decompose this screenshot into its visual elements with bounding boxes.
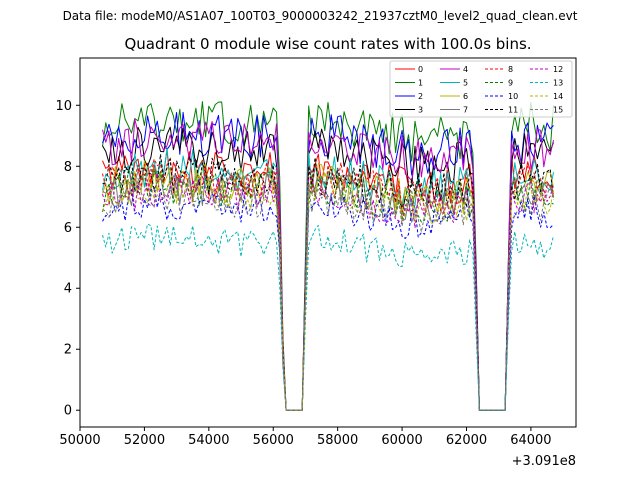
legend-label-9: 9 — [508, 79, 513, 88]
x-axis: 50000 52000 54000 56000 58000 60000 62000 64000 — [59, 427, 552, 448]
x-tick-label: 64000 — [510, 433, 551, 448]
plot-background — [80, 58, 576, 427]
x-tick-label: 54000 — [188, 433, 229, 448]
x-tick-label: 56000 — [253, 433, 294, 448]
legend-label-4: 4 — [463, 65, 468, 74]
legend-label-5: 5 — [463, 79, 468, 88]
legend-label-0: 0 — [418, 65, 423, 74]
x-tick-label: 58000 — [317, 433, 358, 448]
series-group — [102, 101, 554, 411]
series-line-13 — [102, 223, 554, 411]
x-tick-label: 62000 — [446, 433, 487, 448]
x-tick-label: 60000 — [381, 433, 422, 448]
legend-label-12: 12 — [553, 65, 563, 74]
y-tick-label: 4 — [64, 282, 72, 297]
legend-label-3: 3 — [418, 106, 423, 115]
y-axis: 0 2 4 6 8 10 — [55, 99, 80, 419]
series-line-14 — [102, 172, 554, 411]
legend-label-7: 7 — [463, 106, 468, 115]
y-tick-label: 2 — [64, 343, 72, 358]
chart-title: Quadrant 0 module wise count rates with … — [124, 35, 531, 53]
y-tick-label: 8 — [64, 160, 72, 175]
legend-label-8: 8 — [508, 65, 513, 74]
series-line-15 — [102, 177, 554, 411]
legend-frame — [389, 60, 573, 118]
legend-label-2: 2 — [418, 92, 423, 101]
plot-frame — [79, 57, 577, 428]
y-tick-label: 0 — [64, 404, 72, 419]
legend-label-6: 6 — [463, 92, 468, 101]
x-offset-label: +3.091e8 — [512, 454, 576, 469]
legend-label-11: 11 — [508, 106, 518, 115]
series-line-8 — [102, 156, 554, 411]
x-tick-label: 50000 — [59, 433, 100, 448]
plot-area — [79, 57, 577, 428]
y-tick-label: 6 — [64, 221, 72, 236]
y-tick-label: 10 — [55, 99, 72, 114]
legend-label-10: 10 — [508, 92, 518, 101]
legend-label-13: 13 — [553, 79, 563, 88]
suptitle: Data file: modeM0/AS1A07_100T03_90000032… — [63, 9, 578, 23]
legend-label-1: 1 — [418, 79, 423, 88]
legend-label-15: 15 — [553, 106, 563, 115]
legend-label-14: 14 — [553, 92, 563, 101]
x-tick-label: 52000 — [124, 433, 165, 448]
